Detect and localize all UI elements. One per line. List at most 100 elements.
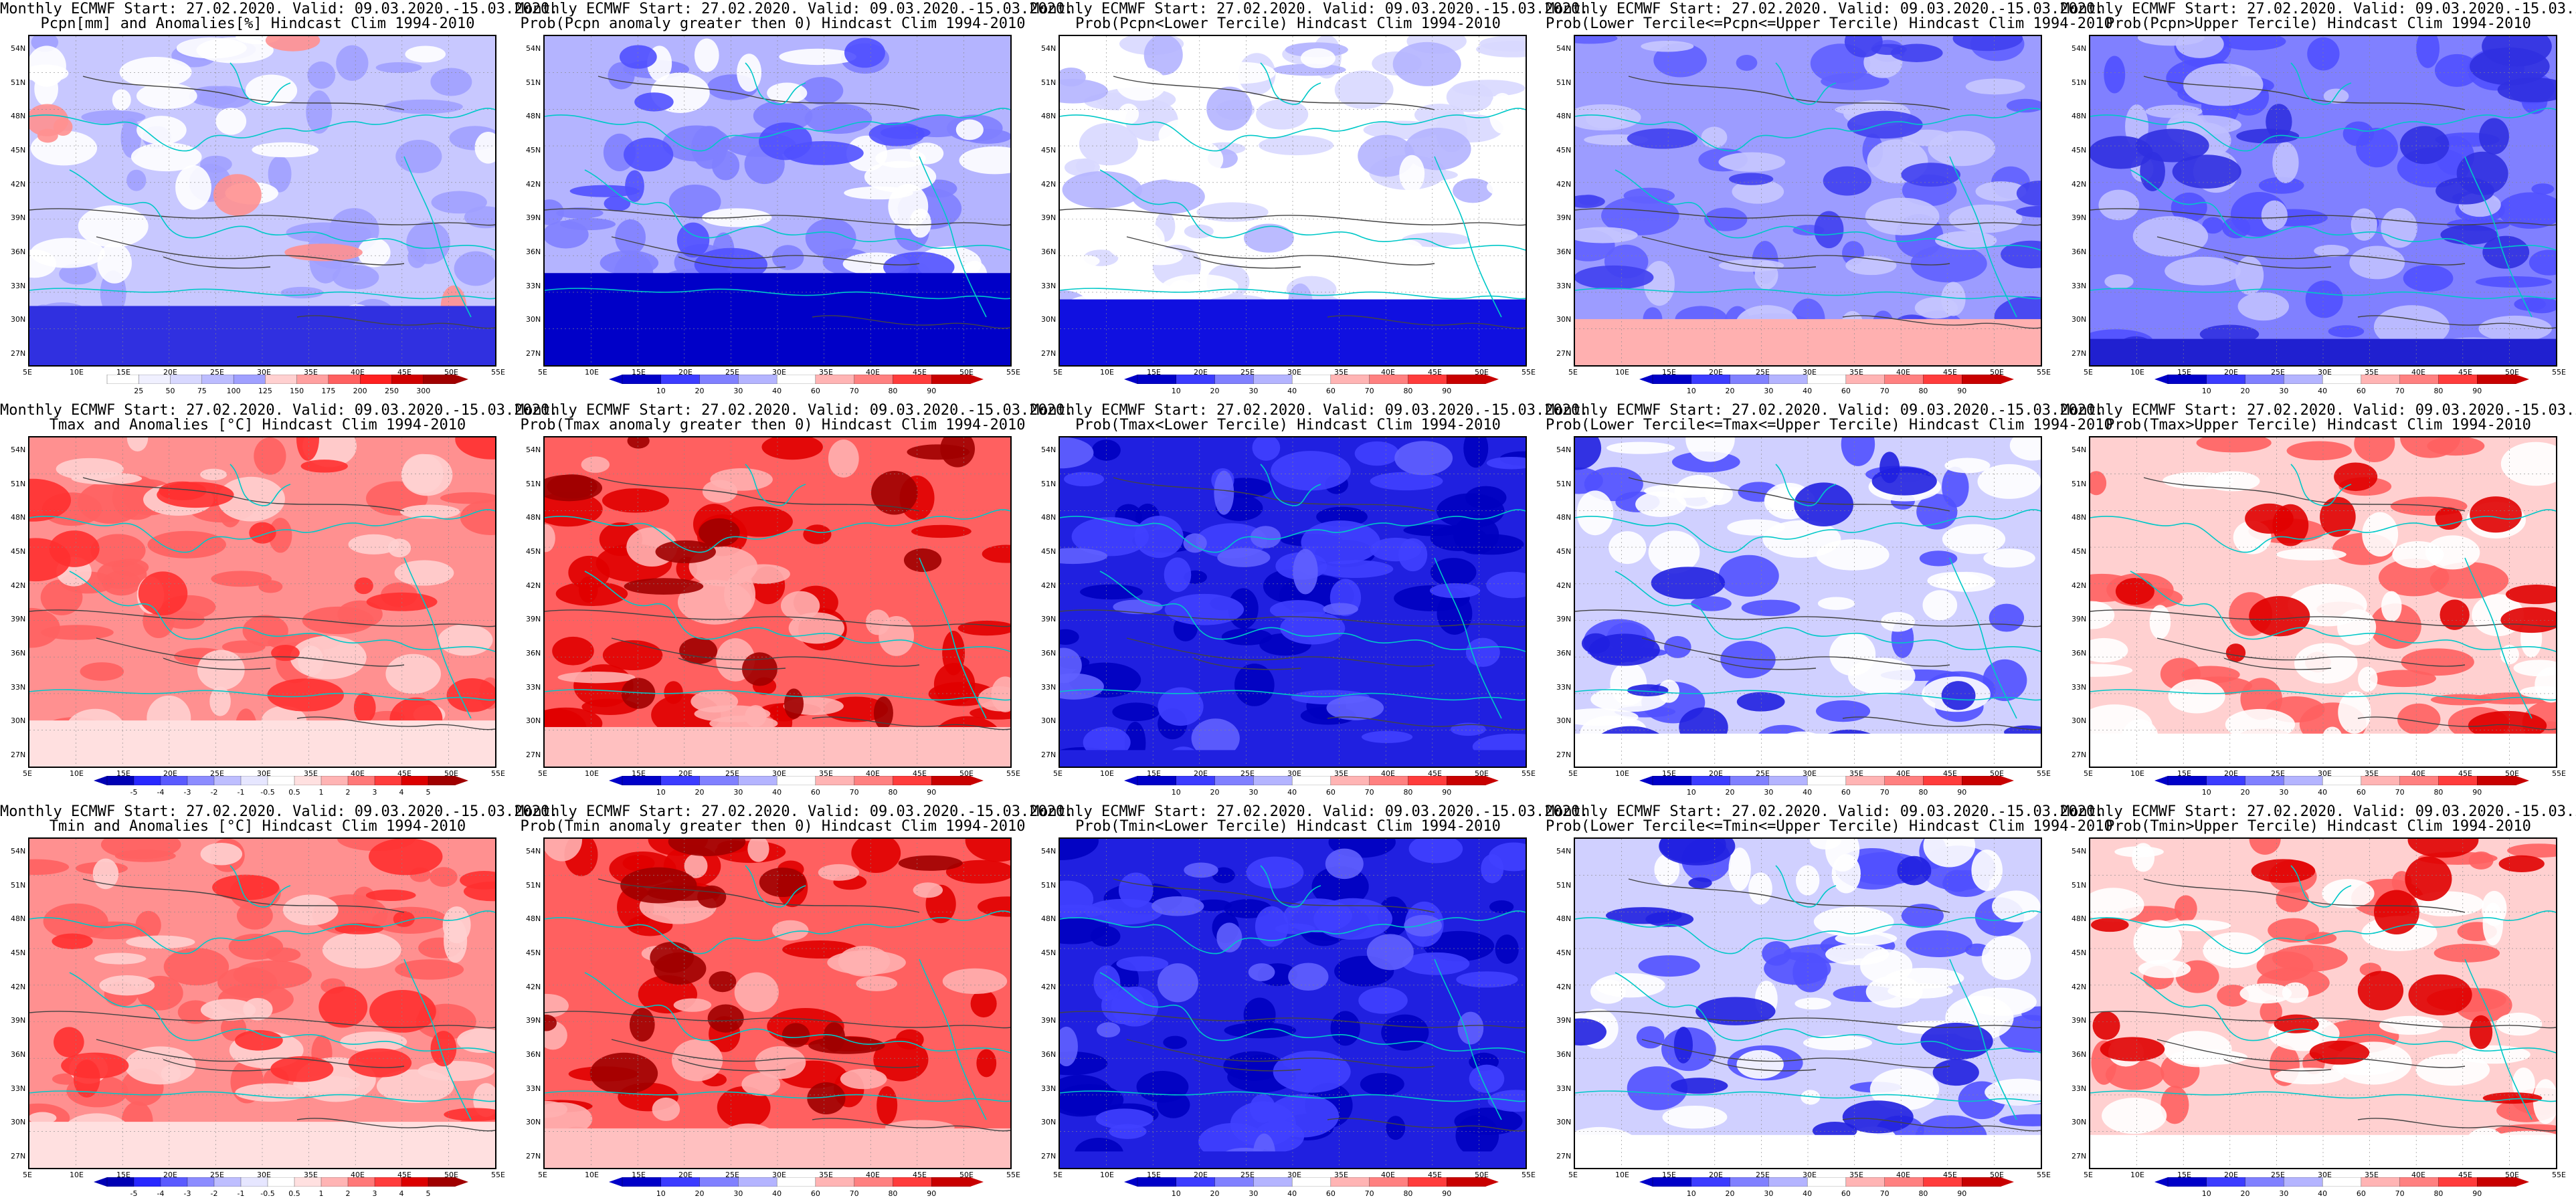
lon-tick-label: 25E [1756,368,1770,377]
colorbar-arrow [455,776,468,785]
field-patch [2132,843,2155,872]
field-patch [2528,249,2556,276]
field-patch [2524,297,2556,314]
field-patch [1576,490,1614,536]
colorbar-swatch [106,1177,134,1187]
field-patch [1606,441,1675,454]
lon-tick-label: 10E [2130,1171,2144,1179]
field-patch [199,86,252,109]
lon-tick-label: 10E [70,1171,84,1179]
colorbar-swatch [2322,1177,2362,1187]
field-patch [976,1049,997,1078]
lat-tick-label: 30N [2072,716,2087,726]
colorbar-label: 30 [2279,387,2289,395]
colorbar-label: 60 [2356,1189,2366,1198]
lon-tick-label: 20E [163,1171,177,1179]
colorbar [609,375,984,384]
field-patch [1354,441,1400,466]
field-patch [1324,247,1378,276]
field-patch [1727,519,1785,536]
colorbar-label: 80 [888,788,898,797]
field-patch [2006,98,2041,113]
colorbar-swatch [2245,776,2284,785]
field-patch [454,251,495,286]
field-patch [2349,245,2405,280]
field-patch [1060,437,1094,469]
lon-tick-label: 35E [1849,769,1863,778]
field-patch [581,456,610,473]
field-patch [1879,452,1900,484]
field-patch [296,437,320,461]
colorbar-swatch [2245,375,2284,384]
lon-tick-label: 50E [444,769,458,778]
field-patch [1455,1115,1499,1157]
field-patch [254,437,286,475]
colorbar-swatch [2167,375,2207,384]
field-patch [1168,280,1194,303]
field-patch [2261,200,2288,231]
contour-line [1327,315,1526,329]
lat-tick-label: 54N [1556,847,1572,856]
map-frame [28,35,496,367]
field-patch [200,842,243,866]
field-patch [1865,197,1940,235]
field-patch [1942,466,1969,508]
lat-tick-label: 30N [11,315,26,324]
lat-tick-label: 30N [1041,716,1056,726]
field-patch [2498,192,2556,229]
lon-tick-label: 15E [116,368,130,377]
field-patch [2358,666,2378,692]
field-patch [1835,931,1898,946]
field-patch [2498,855,2545,872]
colorbar-swatch [1253,776,1293,785]
field-patch [1255,906,1289,947]
field-patch [779,48,856,66]
lat-tick-label: 45N [1041,547,1056,556]
field-patch [1370,537,1422,562]
lat-tick-label: 51N [11,479,26,488]
map-frame [1574,436,2042,768]
field-patch [1060,673,1104,700]
panel-title-line1: Monthly ECMWF Start: 27.02.2020. Valid: … [515,402,1074,419]
contour-line [1641,236,1950,266]
field-patch [2470,496,2522,533]
field-patch [1191,718,1240,759]
lon-tick-label: 50E [1990,1171,2004,1179]
field-patch [1860,949,1913,984]
lon-tick-label: 40E [866,368,880,377]
lat-tick-label: 36N [526,649,541,658]
contour-line [2223,256,2332,269]
colorbar-swatch [699,1177,739,1187]
colorbar-label: 10 [2201,1189,2211,1198]
field-patch [838,946,891,977]
field-patch [1152,896,1204,916]
coastline [1575,108,2041,152]
contour-line [1628,477,1950,512]
field-patch [1234,664,1275,706]
map-field [1060,36,1526,365]
field-patch [1948,204,2023,233]
colorbar-swatch [622,375,662,384]
map-panel: Monthly ECMWF Start: 27.02.2020. Valid: … [515,0,1073,401]
field-patch [365,889,416,902]
lon-tick-label: 20E [2224,1171,2238,1179]
field-band [29,306,495,365]
field-patch [2102,1098,2167,1134]
field-patch [2328,325,2365,338]
colorbar-label: 10 [656,387,666,395]
field-patch [1627,684,1669,696]
contour-line [296,716,495,730]
field-patch [2171,192,2207,223]
field-patch [1489,900,1514,914]
map-frame [1574,35,2042,367]
field-patch [1605,907,1682,924]
lon-tick-label: 10E [1100,1171,1114,1179]
field-patch [252,142,319,158]
panel-title-line1: Monthly ECMWF Start: 27.02.2020. Valid: … [0,1,559,17]
field-patch [1489,92,1516,134]
lon-tick-label: 35E [2365,1171,2379,1179]
field-patch [1487,1090,1526,1112]
colorbar [609,1177,984,1187]
field-patch [1143,36,1183,76]
field-patch [1795,997,1831,1010]
